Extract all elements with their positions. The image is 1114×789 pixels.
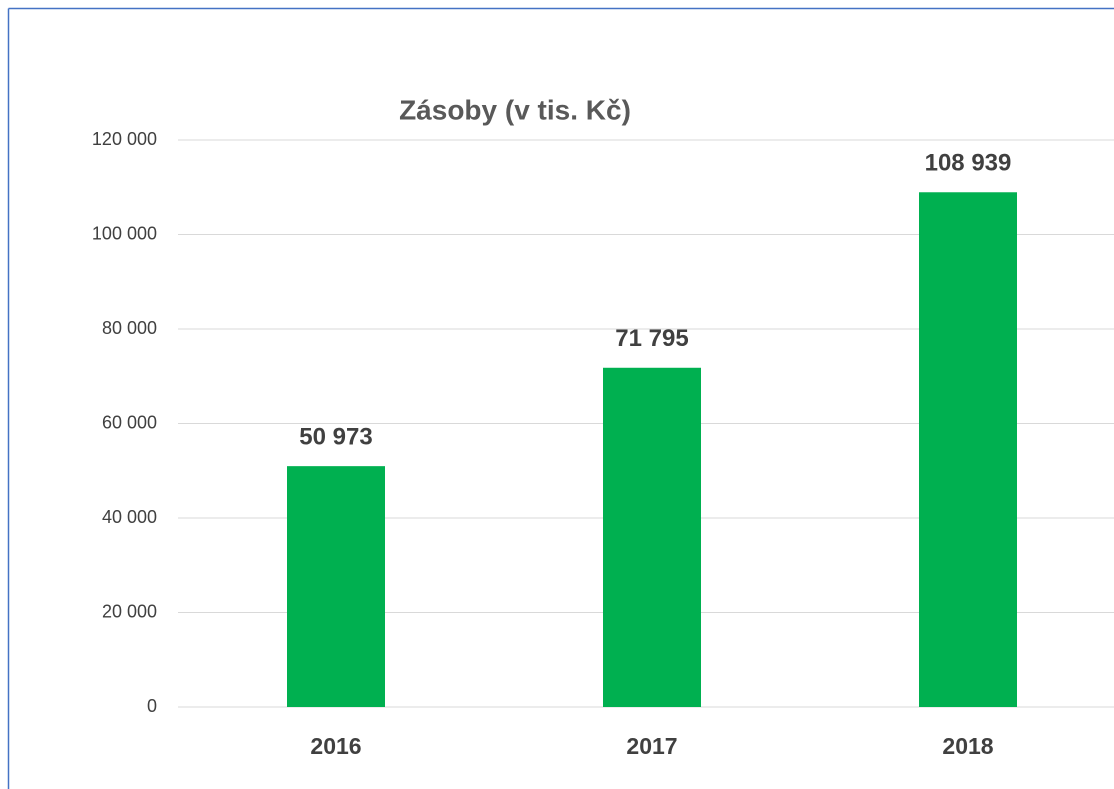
y-tick-label: 60 000 bbox=[102, 412, 157, 432]
y-tick-label: 0 bbox=[147, 696, 157, 716]
chart-title: Zásoby (v tis. Kč) bbox=[399, 94, 631, 125]
bar bbox=[603, 367, 701, 707]
value-label: 50 973 bbox=[299, 423, 372, 450]
bar bbox=[919, 192, 1017, 707]
y-tick-label: 80 000 bbox=[102, 318, 157, 338]
y-tick-label: 100 000 bbox=[92, 223, 157, 243]
y-tick-label: 120 000 bbox=[92, 129, 157, 149]
y-tick-label: 40 000 bbox=[102, 507, 157, 527]
value-label: 71 795 bbox=[615, 325, 688, 352]
x-tick-label: 2018 bbox=[942, 733, 993, 759]
x-tick-label: 2016 bbox=[310, 733, 361, 759]
value-label: 108 939 bbox=[925, 150, 1012, 177]
bar bbox=[287, 466, 385, 707]
y-tick-label: 20 000 bbox=[102, 601, 157, 621]
x-tick-label: 2017 bbox=[626, 733, 677, 759]
